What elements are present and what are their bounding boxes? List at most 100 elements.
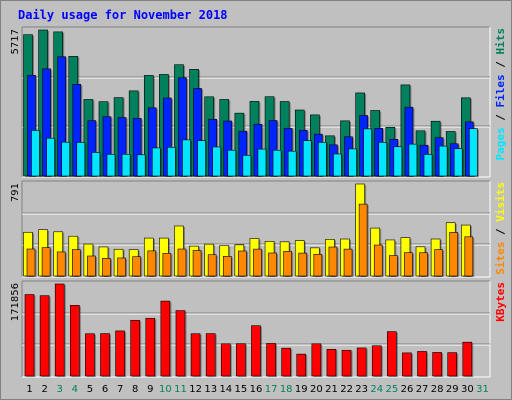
bar-sites-day-17: [268, 252, 277, 277]
bar-kbytes-day-7: [115, 330, 125, 377]
x-tick-day-21: 21: [325, 384, 338, 395]
side-label-/: /: [494, 55, 507, 75]
bar-pages-day-26: [408, 143, 418, 177]
bar-pages-day-11: [182, 139, 191, 177]
bar-pages-day-6: [106, 154, 116, 177]
bar-kbytes-day-4: [69, 305, 80, 377]
bar-pages-day-14: [227, 149, 237, 177]
bar-sites-day-9: [147, 250, 157, 277]
bar-sites-day-14: [222, 256, 232, 277]
bar-sites-day-22: [343, 248, 353, 277]
x-tick-day-11: 11: [174, 384, 187, 395]
bar-pages-day-24: [378, 142, 388, 177]
side-label-visits-sites: Sites / Visits: [494, 182, 507, 275]
bar-sites-day-24: [373, 244, 383, 277]
bar-sites-day-29: [449, 232, 459, 277]
x-tick-day-23: 23: [355, 384, 368, 395]
bar-kbytes-day-16: [251, 325, 261, 377]
bar-pages-day-4: [76, 142, 86, 177]
bar-sites-day-25: [389, 255, 398, 277]
bar-pages-day-29: [453, 148, 463, 177]
panel-kbytes: 171856: [10, 280, 491, 378]
x-axis-tick-labels: 1 2 3 4 5 6 7 8 9 10 11 12 13 14 15 16 17 18 19 20 21 22 23 24 2…: [26, 384, 488, 395]
bar-kbytes-day-17: [266, 343, 276, 377]
x-tick-day-26: 26: [401, 384, 414, 395]
side-label-kbytes: KBytes: [494, 282, 507, 322]
bar-sites-day-10: [162, 253, 172, 277]
bar-pages-day-12: [197, 140, 206, 177]
bar-sites-day-16: [253, 248, 262, 277]
bar-kbytes-day-25: [387, 331, 397, 377]
bar-kbytes-day-20: [311, 343, 322, 377]
x-tick-day-4: 4: [72, 384, 78, 395]
chart-panels: 5717 791 171856 Pages / Files / Hits Sites /…: [10, 26, 507, 378]
side-label-kbytes: KBytes: [494, 282, 507, 322]
bar-kbytes-day-21: [326, 349, 337, 377]
x-tick-day-24: 24: [370, 384, 383, 395]
bar-kbytes-day-15: [236, 343, 246, 377]
bar-pages-day-27: [423, 154, 433, 177]
bar-sites-day-7: [117, 257, 126, 277]
bar-kbytes-day-13: [205, 333, 216, 377]
x-tick-day-8: 8: [132, 384, 138, 395]
bar-pages-day-1: [31, 130, 40, 177]
side-label-/: /: [494, 108, 507, 128]
side-label-/: /: [494, 222, 507, 242]
bar-sites-day-19: [298, 252, 308, 277]
bar-kbytes-day-24: [371, 345, 382, 377]
x-tick-day-5: 5: [87, 384, 93, 395]
side-label-pages: Pages: [494, 127, 507, 160]
bar-kbytes-day-12: [190, 333, 201, 377]
side-label-visits: Visits: [494, 182, 507, 222]
x-tick-day-15: 15: [235, 384, 248, 395]
bar-pages-day-5: [91, 152, 101, 177]
bar-pages-day-3: [61, 141, 70, 177]
bar-pages-day-23: [363, 128, 372, 177]
bar-kbytes-day-8: [130, 319, 140, 377]
bar-sites-day-26: [404, 252, 413, 277]
x-tick-day-7: 7: [117, 384, 123, 395]
bar-sites-day-15: [238, 250, 247, 277]
bar-kbytes-day-11: [175, 310, 186, 377]
bar-sites-day-3: [56, 251, 66, 277]
x-tick-day-1: 1: [26, 384, 32, 395]
x-tick-day-28: 28: [431, 384, 444, 395]
bar-kbytes-day-27: [417, 351, 427, 377]
panel-hits-files-pages: 5717: [10, 26, 491, 178]
bar-pages-day-25: [393, 146, 403, 177]
bar-pages-day-16: [257, 148, 267, 177]
bar-kbytes-day-14: [220, 343, 231, 377]
bar-sites-day-23: [358, 203, 368, 277]
bar-kbytes-day-28: [432, 352, 442, 377]
x-tick-day-25: 25: [386, 384, 399, 395]
bar-sites-day-12: [192, 250, 202, 277]
x-tick-day-14: 14: [219, 384, 232, 395]
x-tick-day-2: 2: [41, 384, 47, 395]
bar-kbytes-day-22: [341, 349, 352, 377]
bar-pages-day-30: [469, 128, 478, 177]
x-tick-day-22: 22: [340, 384, 353, 395]
bar-sites-day-6: [102, 258, 111, 277]
bar-sites-day-13: [207, 254, 217, 277]
x-tick-day-3: 3: [57, 384, 63, 395]
bar-pages-day-21: [333, 153, 342, 177]
chart-title: Daily usage for November 2018: [18, 8, 228, 22]
bar-kbytes-day-5: [85, 333, 95, 377]
bar-sites-day-20: [313, 254, 323, 277]
bar-kbytes-day-29: [447, 352, 458, 377]
x-tick-day-6: 6: [102, 384, 108, 395]
x-tick-day-27: 27: [416, 384, 429, 395]
bar-sites-day-1: [26, 248, 36, 277]
x-tick-day-30: 30: [461, 384, 474, 395]
bar-sites-day-18: [283, 251, 292, 277]
x-tick-day-19: 19: [295, 384, 308, 395]
bar-pages-day-19: [302, 140, 312, 177]
bar-sites-day-2: [41, 247, 51, 277]
bar-kbytes-day-3: [54, 283, 65, 377]
bar-pages-day-28: [438, 145, 448, 177]
x-tick-day-13: 13: [204, 384, 217, 395]
bar-pages-day-2: [46, 137, 55, 177]
bar-pages-day-13: [212, 146, 221, 177]
y-max-label-kbytes: 171856: [10, 283, 21, 321]
bar-kbytes-day-9: [145, 317, 156, 377]
